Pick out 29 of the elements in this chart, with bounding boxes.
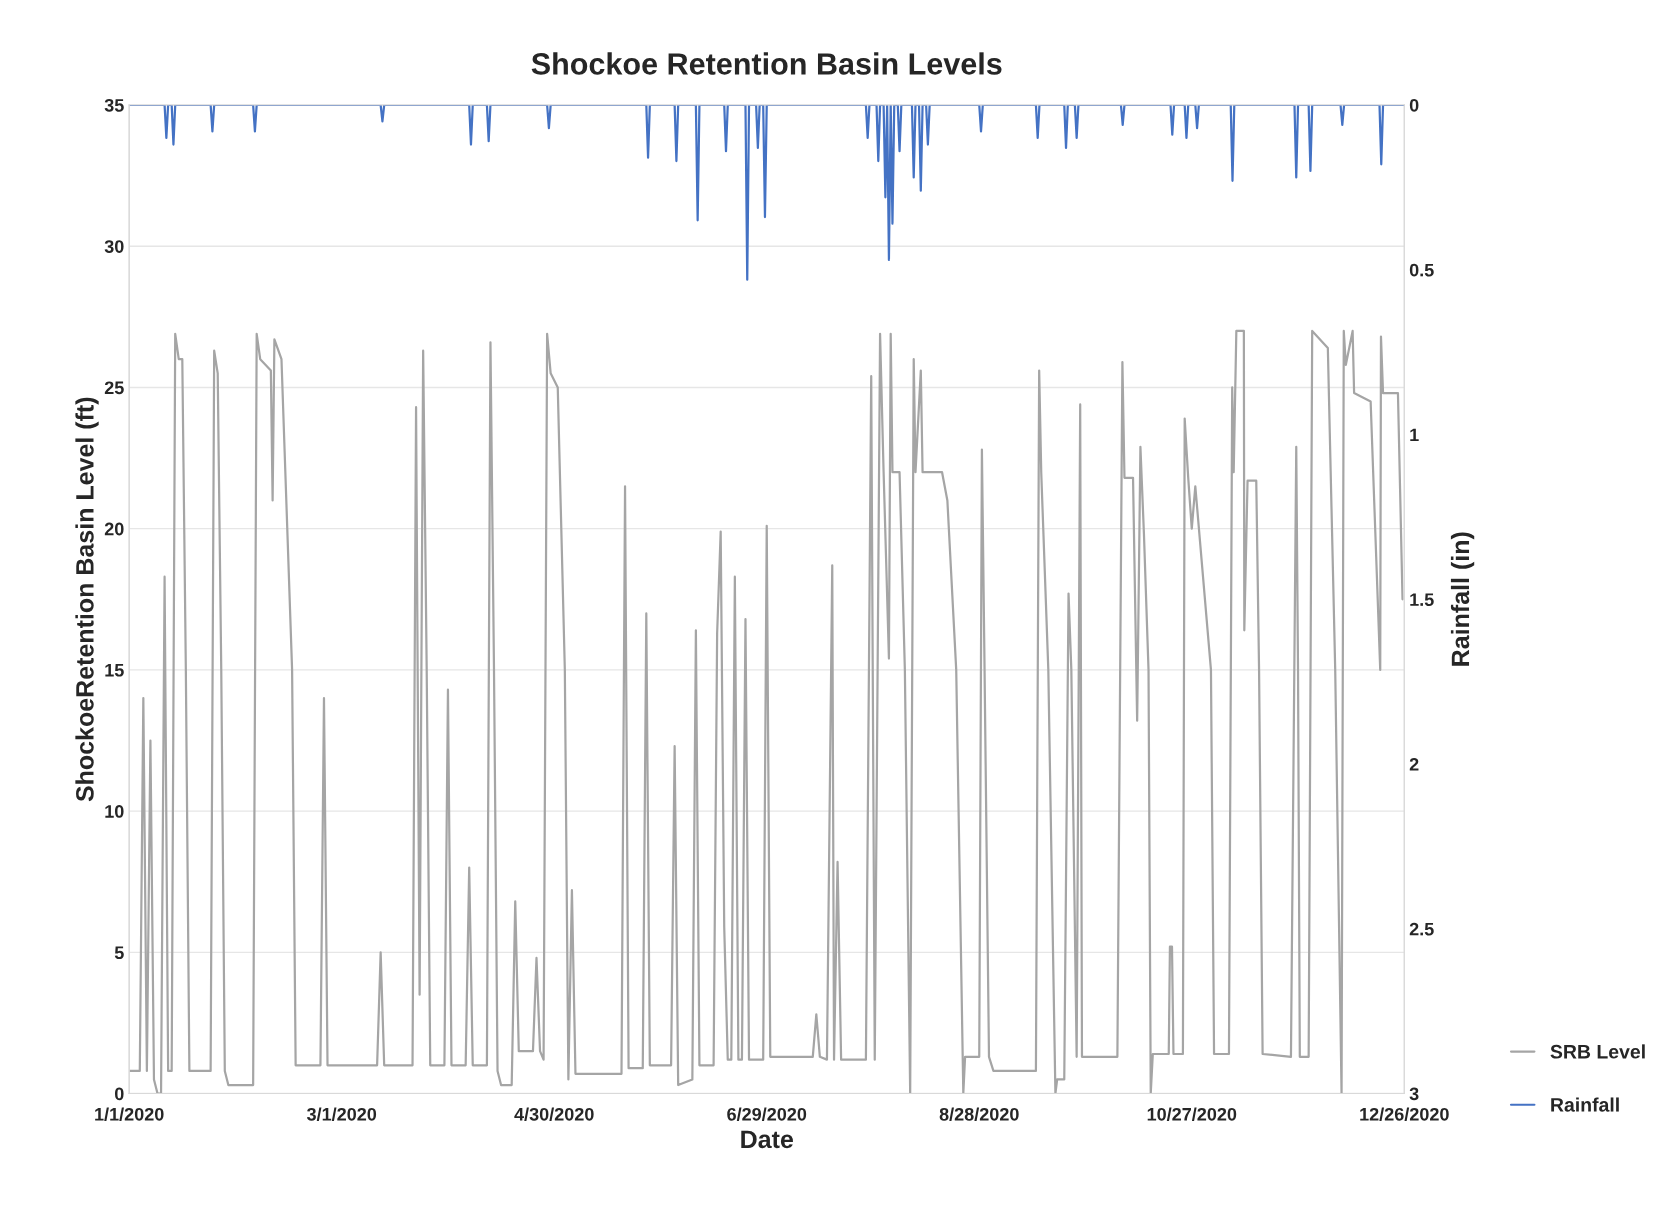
x-tick-label: 8/28/2020: [939, 1107, 1019, 1121]
y2-axis-title: Rainfall (in): [1450, 532, 1475, 666]
x-tick-label: 4/30/2020: [514, 1107, 594, 1121]
y2-tick-label: 0: [1409, 98, 1419, 112]
legend-label: Rainfall: [1551, 1097, 1619, 1112]
y2-tick-label: 1: [1410, 428, 1419, 442]
x-tick-label: 1/1/2020: [95, 1107, 164, 1121]
y-tick-label: 20: [104, 522, 124, 536]
y2-tick-label: 2: [1409, 757, 1419, 771]
y2-tick-label: 1.5: [1410, 593, 1434, 606]
y-tick-label: 25: [104, 381, 124, 395]
y-tick-label: 35: [104, 98, 124, 112]
y-tick-label: 5: [114, 946, 124, 960]
y2-tick-label: 3: [1409, 1087, 1419, 1101]
line-series: [129, 329, 1404, 1094]
y-tick-label: 15: [105, 664, 124, 677]
legend-label: SRB Level: [1550, 1044, 1645, 1059]
x-tick-label: 12/26/2020: [1360, 1107, 1449, 1121]
y-tick-label: 10: [105, 805, 124, 818]
y2-tick-label: 2.5: [1409, 922, 1434, 936]
y-tick-label: 30: [104, 240, 124, 253]
x-tick-label: 6/29/2020: [727, 1107, 807, 1121]
y2-tick-label: 0.5: [1409, 263, 1434, 277]
x-tick-label: 3/1/2020: [306, 1107, 377, 1121]
y-axis-title: ShockoeRetention Basin Level (ft): [75, 397, 99, 802]
y-tick-label: 0: [114, 1087, 124, 1101]
chart-title: Shockoe Retention Basin Levels: [531, 52, 1002, 75]
x-tick-label: 10/27/2020: [1147, 1107, 1237, 1121]
x-axis-title: Date: [741, 1130, 793, 1149]
